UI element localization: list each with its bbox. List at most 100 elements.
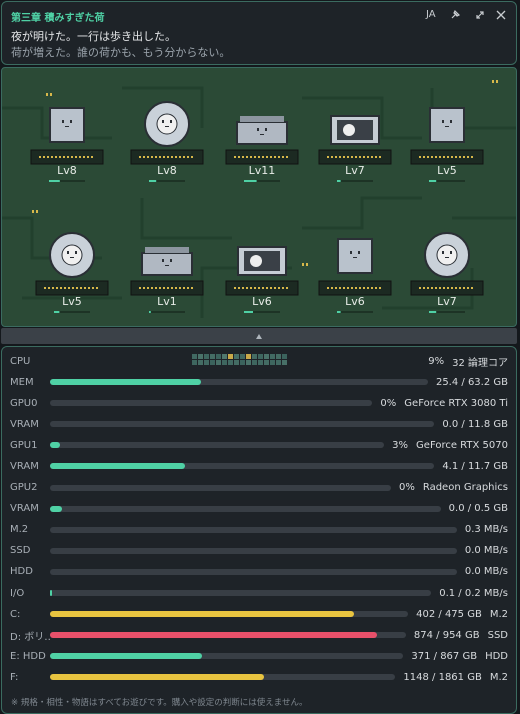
story-line: 夜が明けた。一行は歩き出した。 (11, 30, 176, 43)
bar-track (50, 526, 457, 533)
close-button[interactable] (495, 9, 507, 21)
skull (343, 124, 355, 136)
core-cell (204, 354, 209, 359)
bar-fill (50, 442, 61, 449)
row-value: 0.0 / 11.8 GB (442, 418, 508, 430)
bar-track (50, 379, 428, 385)
stat-row: E: HDD 371 / 867 GB HDD (10, 649, 508, 663)
stats-panel: CPU 9% 32 論理コア ※ 規格・相性・物語はすべてお遊びです。購入や設定… (1, 346, 517, 714)
row-label: C: (10, 608, 21, 620)
toggle-icon (256, 334, 262, 339)
core-cell (210, 360, 215, 365)
bar-fill (50, 505, 62, 512)
xp-fill (54, 311, 60, 313)
row-label: VRAM (10, 503, 39, 515)
xp-track (149, 180, 185, 182)
eye (162, 120, 164, 123)
core-cell (234, 360, 239, 365)
core-cell (198, 354, 203, 359)
scene-canvas: Lv8 Lv8 Lv11 Lv7 Lv5 Lv5 Lv1 Lv6 Lv6 Lv7 (2, 80, 516, 318)
core-cell (240, 354, 245, 359)
fins (145, 247, 189, 253)
item: Lv5 (410, 107, 484, 182)
core-cell (276, 360, 281, 365)
row-value: 25.4 / 63.2 GB (435, 376, 508, 388)
pin-button[interactable] (449, 9, 461, 21)
row-tag: M.2 (489, 671, 508, 683)
stat-row: MEM 25.4 / 63.2 GB (10, 375, 508, 389)
item-level: Lv7 (345, 164, 365, 177)
shrink-button[interactable] (474, 9, 486, 21)
xp-track (337, 311, 373, 313)
chip (337, 238, 373, 274)
row-label: F: (10, 671, 19, 683)
xp-track (244, 311, 280, 313)
chip (49, 107, 85, 143)
eye (75, 251, 77, 254)
item-level: Lv5 (437, 164, 457, 177)
stat-row: VRAM 0.0 / 0.5 GB (10, 502, 508, 516)
item-level: Lv6 (345, 295, 365, 308)
core-cell (222, 354, 227, 359)
xp-fill (429, 180, 437, 182)
mouth (165, 265, 169, 266)
stat-row: GPU2 0% Radeon Graphics (10, 481, 508, 495)
item-level: Lv11 (249, 164, 276, 177)
eye (67, 251, 69, 254)
core-cell (234, 354, 239, 359)
item-level: Lv6 (252, 295, 272, 308)
row-tag: GeForce RTX 5070 (416, 439, 508, 451)
item: Lv6 (318, 238, 392, 313)
bar-track (50, 463, 435, 470)
xp-fill (337, 311, 341, 313)
mouth (445, 126, 449, 127)
core-cell (246, 354, 251, 359)
core-cell (258, 360, 263, 365)
core-cell (252, 360, 257, 365)
stat-row: D: ボリ… 874 / 954 GB SSD (10, 628, 508, 643)
header-panel: 第三章 積みすぎた荷 JA 夜が明けた。一行は歩き出した。 荷が増えた。誰の荷か… (1, 1, 517, 65)
row-tag: HDD (485, 650, 508, 662)
row-tag: SSD (487, 629, 508, 641)
eye (257, 128, 259, 131)
bar-fill (50, 590, 52, 596)
core-cell (228, 360, 233, 365)
core-cell (264, 360, 269, 365)
mouth (70, 257, 74, 258)
cpu-percent: 9% (428, 355, 445, 367)
bar-track (50, 632, 406, 639)
board (236, 121, 288, 145)
bar-track (50, 400, 373, 407)
row-label: D: ボリ… (10, 631, 50, 643)
core-cell (216, 360, 221, 365)
row-label: GPU1 (10, 439, 38, 451)
collapse-toggle[interactable] (1, 328, 517, 344)
core-cell (210, 354, 215, 359)
row-value: 0.0 / 0.5 GB (448, 503, 508, 515)
row-value: 4.1 / 11.7 GB (442, 460, 508, 472)
mouth (260, 134, 264, 135)
core-cell (216, 354, 221, 359)
xp-track (429, 311, 465, 313)
stat-row: M.2 0.3 MB/s (10, 523, 508, 537)
xp-fill (429, 311, 437, 313)
eye (450, 120, 452, 123)
language-button[interactable]: JA (426, 9, 436, 20)
core-cell (282, 354, 287, 359)
xp-track (49, 180, 85, 182)
item: Lv7 (410, 232, 484, 313)
core-cell (204, 360, 209, 365)
board (141, 252, 193, 276)
item: Lv8 (30, 107, 104, 182)
core-grid (192, 354, 287, 365)
item-level: Lv8 (157, 164, 177, 177)
item: Lv1 (130, 247, 204, 313)
row-value: 371 / 867 GB (411, 650, 478, 662)
row-label: GPU2 (10, 482, 38, 493)
fan-hub (61, 244, 83, 266)
xp-track (244, 180, 280, 182)
bar-track (50, 590, 432, 596)
xp-track (54, 311, 90, 313)
row-label: SSD (10, 545, 31, 557)
